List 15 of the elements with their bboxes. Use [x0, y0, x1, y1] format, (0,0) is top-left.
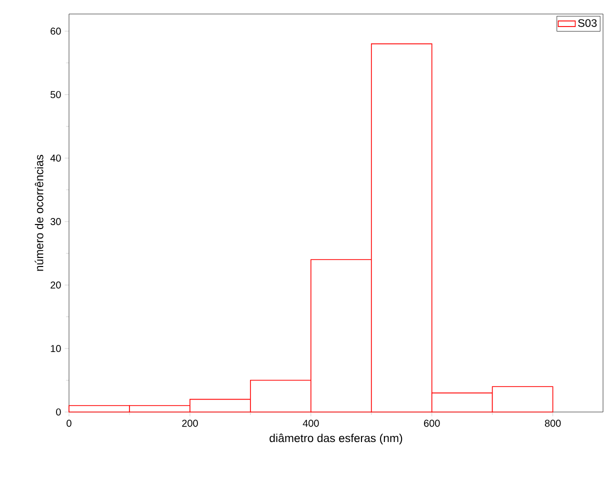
- y-axis-title: número de ocorrências: [34, 154, 44, 271]
- x-axis-title: diâmetro das esferas (nm): [270, 434, 402, 444]
- legend-label: S03: [578, 19, 597, 27]
- y-tick-label: 30: [50, 218, 61, 226]
- y-tick-label: 50: [50, 91, 61, 98]
- y-tick-label: 0: [56, 408, 61, 416]
- x-tick-label: 0: [66, 420, 72, 427]
- x-tick-label: 800: [544, 420, 561, 427]
- x-tick-label: 200: [182, 420, 198, 427]
- x-tick-label: 400: [302, 420, 319, 427]
- x-tick-label: 600: [424, 420, 440, 427]
- y-tick-label: 10: [50, 345, 61, 352]
- y-tick-label: 60: [50, 28, 61, 35]
- y-tick-label: 20: [50, 282, 61, 289]
- y-tick-label: 40: [50, 154, 61, 162]
